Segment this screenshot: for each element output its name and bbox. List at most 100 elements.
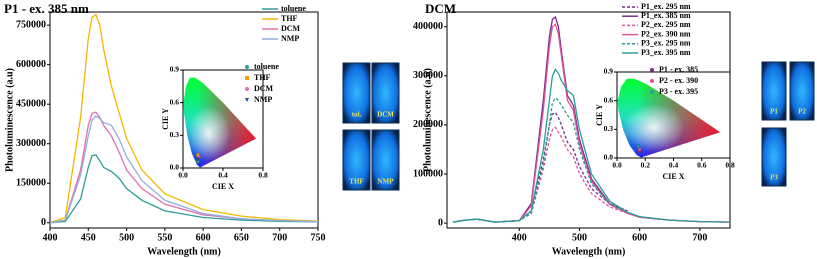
legend-label: DCM	[281, 24, 301, 33]
legend-label: P2 - ex. 390	[659, 76, 698, 85]
legend-label: P1_ex. 385 nm	[641, 11, 691, 20]
y-tick-label: 300000	[16, 138, 46, 149]
vial-label: NMP	[378, 178, 395, 186]
cie-gamut-white	[183, 77, 256, 168]
y-tick-label: 450000	[16, 98, 46, 109]
y-tick-label: 300000	[413, 70, 443, 81]
x-tick-label: 0.8	[725, 161, 735, 170]
x-tick-label: 0.8	[258, 171, 268, 180]
legend-label: P3_ex. 395 nm	[641, 48, 691, 57]
x-tick-label: 0.0	[612, 161, 622, 170]
y-tick-label: 0.3	[604, 124, 614, 133]
y-tick-label: 100000	[413, 168, 443, 179]
vial-label: P3	[770, 174, 778, 182]
x-tick-label: 0.0	[178, 171, 188, 180]
vial-photo	[342, 129, 371, 191]
series-line	[452, 126, 628, 223]
series-line	[452, 68, 731, 223]
series-line	[49, 13, 319, 224]
legend-label: DCM	[254, 84, 274, 93]
x-tick-label: 0.2	[641, 161, 651, 170]
vial-label: tol.	[352, 111, 362, 119]
vial-photo	[761, 127, 787, 187]
y-axis-label: CIE Y	[595, 104, 604, 126]
legend-label: P2_ex. 295 nm	[641, 20, 691, 29]
legend-swatch	[245, 76, 249, 80]
y-tick-label: 0	[41, 217, 46, 228]
legend-swatch	[650, 79, 654, 83]
series-line	[452, 96, 628, 223]
series-line	[49, 111, 319, 224]
y-tick-label: 200000	[413, 119, 443, 130]
legend-label: NMP	[281, 34, 299, 43]
y-tick-label: 150000	[16, 178, 46, 189]
y-tick-label: 0.0	[170, 163, 180, 172]
y-tick-label: 400000	[413, 21, 443, 32]
point	[195, 157, 201, 162]
vial-photo	[789, 61, 815, 121]
x-tick-label: 600	[196, 232, 211, 243]
vial-photo	[761, 61, 787, 121]
x-tick-label: 0.6	[697, 161, 707, 170]
y-axis-label: CIE Y	[161, 108, 170, 130]
vial-label: THF	[349, 178, 363, 186]
legend-swatch	[650, 68, 654, 72]
x-tick-label: 700	[692, 232, 707, 243]
x-tick-label: 500	[572, 232, 587, 243]
legend-label: THF	[254, 73, 271, 82]
legend-label: NMP	[254, 95, 272, 104]
plot-frame	[49, 11, 319, 229]
x-tick-label: 450	[81, 232, 96, 243]
x-tick-label: 0.4	[218, 171, 228, 180]
series-line	[452, 111, 628, 223]
vial-photo	[371, 129, 400, 191]
legend-swatch	[650, 90, 654, 94]
x-tick-label: 700	[272, 232, 287, 243]
y-axis-label: Photoluminescence (a.u)	[422, 68, 433, 172]
vial-photo	[371, 62, 400, 124]
vial-label: P1	[770, 108, 778, 116]
x-tick-label: 600	[632, 232, 647, 243]
y-tick-label: 0.9	[170, 65, 180, 74]
y-tick-label: 0.6	[170, 97, 180, 106]
y-axis-label: Photoluminescence (a.u)	[4, 68, 15, 172]
series-line	[49, 115, 319, 224]
y-tick-label: 0	[438, 217, 443, 228]
legend-label: P1_ex. 295 nm	[641, 2, 691, 11]
chart-title: P1 - ex. 385 nm	[4, 1, 89, 16]
x-tick-label: 400	[512, 232, 527, 243]
x-tick-label: 0.4	[669, 161, 679, 170]
x-axis-label: Wavelength (nm)	[552, 246, 626, 257]
y-tick-label: 0.9	[604, 67, 614, 76]
x-axis-label: Wavelength (nm)	[147, 246, 221, 257]
y-tick-label: 0.3	[170, 130, 180, 139]
y-tick-label: 750000	[16, 19, 46, 30]
cie-gamut-white	[617, 78, 721, 158]
x-tick-label: 650	[234, 232, 249, 243]
legend-label: toluene	[281, 4, 306, 13]
legend-swatch	[245, 65, 249, 69]
legend-label: P1 - ex. 385	[659, 65, 698, 74]
legend-label: THF	[281, 14, 298, 23]
vial-label: DCM	[377, 111, 394, 119]
legend-label: toluene	[254, 62, 279, 71]
y-tick-label: 0.0	[604, 153, 614, 162]
x-tick-label: 750	[311, 232, 326, 243]
x-tick-label: 550	[157, 232, 172, 243]
x-tick-label: 500	[119, 232, 134, 243]
series-line	[49, 154, 319, 224]
x-axis-label: CIE X	[662, 172, 684, 181]
x-axis-label: CIE X	[212, 182, 234, 191]
vial-photo	[342, 62, 371, 124]
legend-label: P2_ex. 390 nm	[641, 29, 691, 38]
y-tick-label: 0.6	[604, 95, 614, 104]
legend-label: P3_ex. 295 nm	[641, 39, 691, 48]
legend-swatch	[245, 98, 249, 102]
x-tick-label: 400	[43, 232, 58, 243]
legend-swatch	[245, 87, 249, 91]
legend-label: P3 - ex. 395	[659, 87, 698, 96]
point	[636, 144, 641, 149]
y-tick-label: 600000	[16, 59, 46, 70]
vial-label: P2	[798, 108, 806, 116]
